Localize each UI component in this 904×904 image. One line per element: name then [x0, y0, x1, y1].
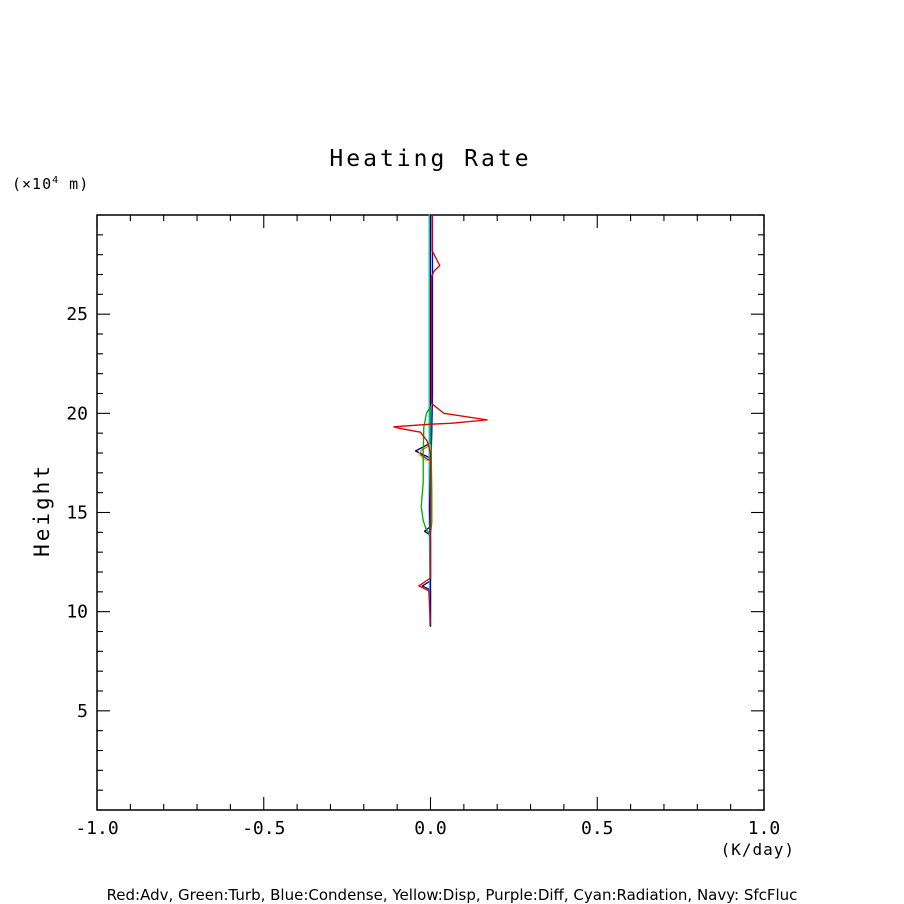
- x-tick-label: 1.0: [748, 818, 781, 839]
- y-axis-unit-label: (×104 m): [12, 175, 89, 193]
- y-tick-label: 15: [66, 503, 88, 524]
- y-tick-label: 5: [77, 701, 88, 722]
- tick-labels: -1.0 -0.5 0.0 0.5 1.0 5 10 15 20 25: [66, 304, 780, 839]
- series-disp-line: [418, 443, 432, 463]
- y-tick-label: 25: [66, 304, 88, 325]
- x-axis-unit-label: (K/day): [720, 840, 795, 859]
- x-tick-label: 0.5: [581, 818, 614, 839]
- legend-text: Red:Adv, Green:Turb, Blue:Condense, Yell…: [106, 886, 798, 904]
- series-lines: [393, 214, 488, 628]
- series-adv-line: [393, 214, 488, 627]
- y-unit-suffix: m): [59, 175, 90, 193]
- x-tick-label: 0.0: [414, 818, 447, 839]
- y-tick-label: 20: [66, 403, 88, 424]
- series-sfcfluc-line: [414, 214, 432, 628]
- series-turb-line: [420, 405, 433, 535]
- axis-ticks: [96, 214, 765, 811]
- x-tick-label: -0.5: [242, 818, 285, 839]
- x-tick-label: -1.0: [75, 818, 118, 839]
- series-radiation-line: [428, 214, 431, 627]
- y-unit-prefix: (×10: [12, 175, 53, 193]
- y-tick-label: 10: [66, 602, 88, 623]
- chart-title: Heating Rate: [329, 146, 532, 172]
- y-unit-superscript: 4: [52, 175, 60, 186]
